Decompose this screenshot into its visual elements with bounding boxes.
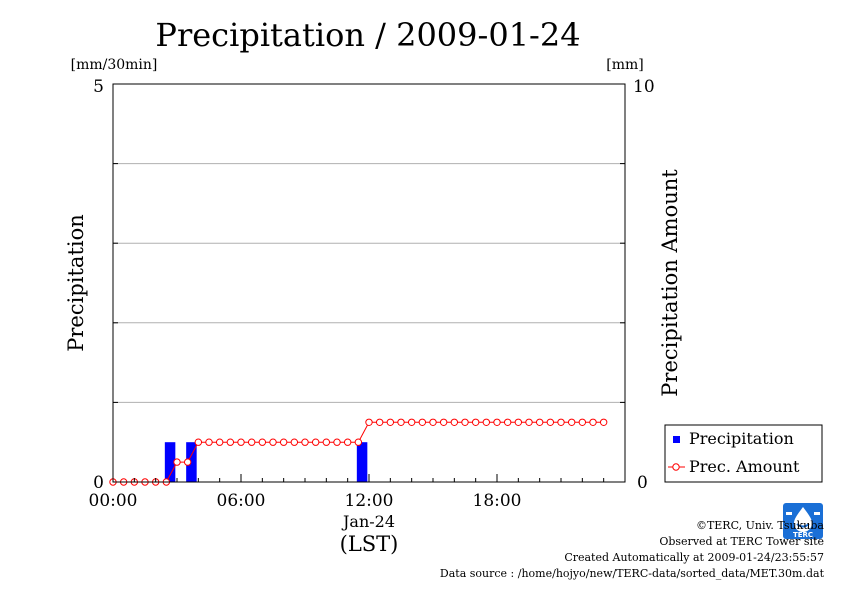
amount-point [183,458,192,466]
terc-logo: TERC [783,503,823,539]
amount-point [514,418,523,426]
x-axis-tick-0600: 06:00 [217,491,266,511]
amount-point [578,418,587,426]
amount-point [439,418,448,426]
x-axis-tick-0000: 00:00 [89,491,138,511]
amount-point [482,418,491,426]
chart-title: Precipitation / 2009-01-24 [155,16,580,54]
footer-source: Data source : /home/hojyo/new/TERC-data/… [439,567,824,580]
amount-point [397,418,405,426]
left-axis-unit: [mm/30min] [71,57,158,73]
precipitation-bar [164,442,176,482]
y2-axis-tick-10: 10 [633,77,655,97]
amount-point [333,438,341,446]
footer-copyright: ©TERC, Univ. Tsukuba [695,519,824,532]
x-date-label: Jan-24 [341,512,395,531]
amount-point [546,418,555,426]
footer-observed: Observed at TERC Tower site [659,535,824,548]
amount-point [237,438,245,446]
amount-point [311,438,320,446]
amount-point [290,438,299,446]
amount-point [471,418,480,426]
footer-credits: ©TERC, Univ. Tsukuba Observed at TERC To… [440,518,824,582]
amount-point [258,438,267,446]
legend: Precipitation Prec. Amount [664,424,823,483]
amount-point [279,438,288,446]
y-axis-tick-0: 0 [93,473,104,493]
amount-point [418,418,427,426]
grid-lines [113,163,625,403]
legend-precipitation-label: Precipitation [689,429,794,448]
logo-text: TERC [793,531,813,539]
amount-point [557,418,565,426]
y2-axis-label: Precipitation Amount [658,169,682,397]
amount-point [493,418,501,426]
amount-point [215,438,224,446]
amount-point [194,438,203,446]
legend-amount-marker [672,463,680,471]
amount-point [205,438,213,446]
amount-point [173,458,181,466]
amount-point [226,438,235,446]
amount-point [269,438,277,446]
y-axis-label: Precipitation [64,214,88,352]
legend-box [664,424,823,483]
legend-precipitation-swatch [673,436,680,443]
precipitation-bar [356,442,368,482]
amount-point [343,438,352,446]
x-axis-tick-1800: 18:00 [473,491,522,511]
amount-point [365,418,373,426]
x-axis-label: (LST) [340,532,399,556]
amount-point [450,418,459,426]
x-axis-tick-1200: 12:00 [345,491,394,511]
precipitation-bars [164,442,368,482]
legend-amount-label: Prec. Amount [689,457,800,476]
axis-ticks [112,163,626,482]
amount-point [407,418,416,426]
amount-point [589,418,597,426]
y-axis-tick-5: 5 [93,77,104,97]
amount-point [567,418,576,426]
amount-point [461,418,469,426]
amount-point [503,418,512,426]
amount-point [354,438,363,446]
amount-point [535,418,544,426]
amount-point [599,418,608,426]
amount-point [247,438,256,446]
amount-point [386,418,395,426]
right-axis-unit: [mm] [606,57,643,73]
y2-axis-tick-0: 0 [637,473,648,493]
amount-point [429,418,437,426]
amount-point [322,438,331,446]
precipitation-bar [186,442,197,482]
amount-point [301,438,309,446]
amount-point [375,418,384,426]
amount-point [525,418,533,426]
footer-created: Created Automatically at 2009-01-24/23:5… [564,551,824,564]
